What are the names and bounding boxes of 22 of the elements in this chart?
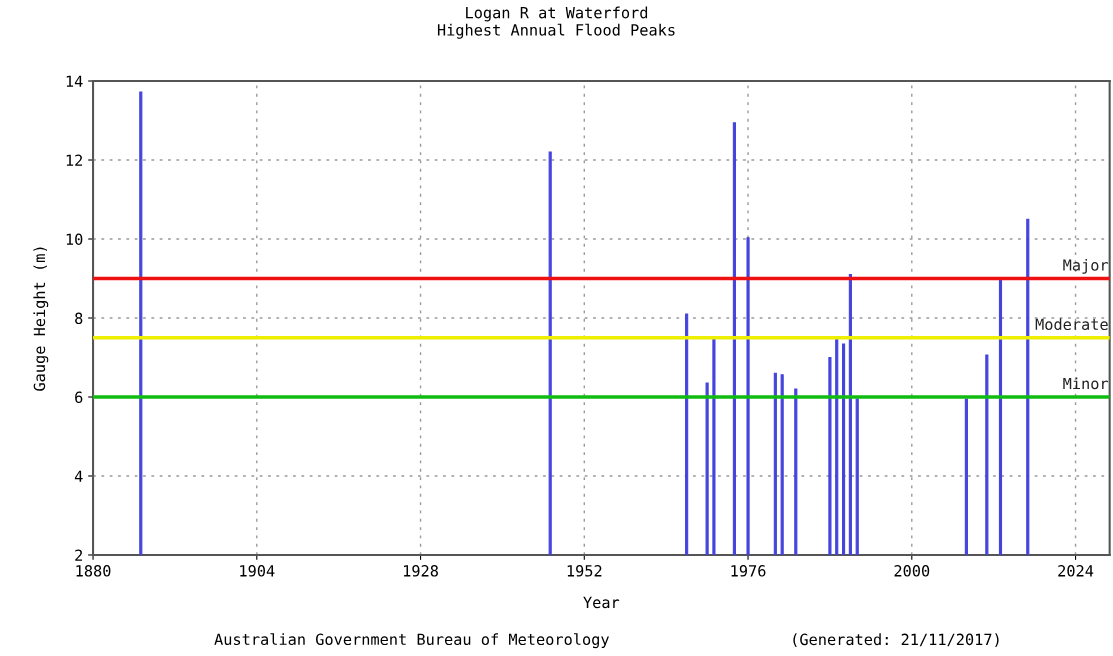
text: (Generated: 21/11/2017) xyxy=(793,633,999,647)
y-tick-label: 12 xyxy=(66,154,83,166)
x-tick-label: 1904 xyxy=(240,565,275,577)
text: Australian Government Bureau of Meteorology xyxy=(214,633,609,649)
y-tick-label: 8 xyxy=(75,312,83,325)
ref-line-label: Moderate xyxy=(1035,318,1108,331)
y-tick-label: 14 xyxy=(66,75,83,87)
ref-line-label: Minor xyxy=(1063,377,1109,390)
x-tick-label: 2024 xyxy=(1058,565,1094,577)
y-tick-label: 2 xyxy=(75,549,83,561)
x-axis-title: Year xyxy=(583,596,620,609)
x-tick-label: 1952 xyxy=(567,565,602,577)
x-tick-label: 2000 xyxy=(894,565,930,577)
y-tick-label: 4 xyxy=(74,470,83,482)
chart-title: Logan R at Waterford Highest Annual Flood Peaks xyxy=(437,6,675,39)
y-tick-label: 10 xyxy=(66,233,83,246)
x-tick-label: 1976 xyxy=(731,565,766,577)
ref-line-label: Major xyxy=(1063,258,1109,274)
x-tick-label: 1928 xyxy=(403,565,438,577)
y-axis-title: Gauge Height (m) xyxy=(33,247,49,391)
y-tick-label: 6 xyxy=(75,391,83,404)
x-tick-label: 1880 xyxy=(76,565,111,577)
